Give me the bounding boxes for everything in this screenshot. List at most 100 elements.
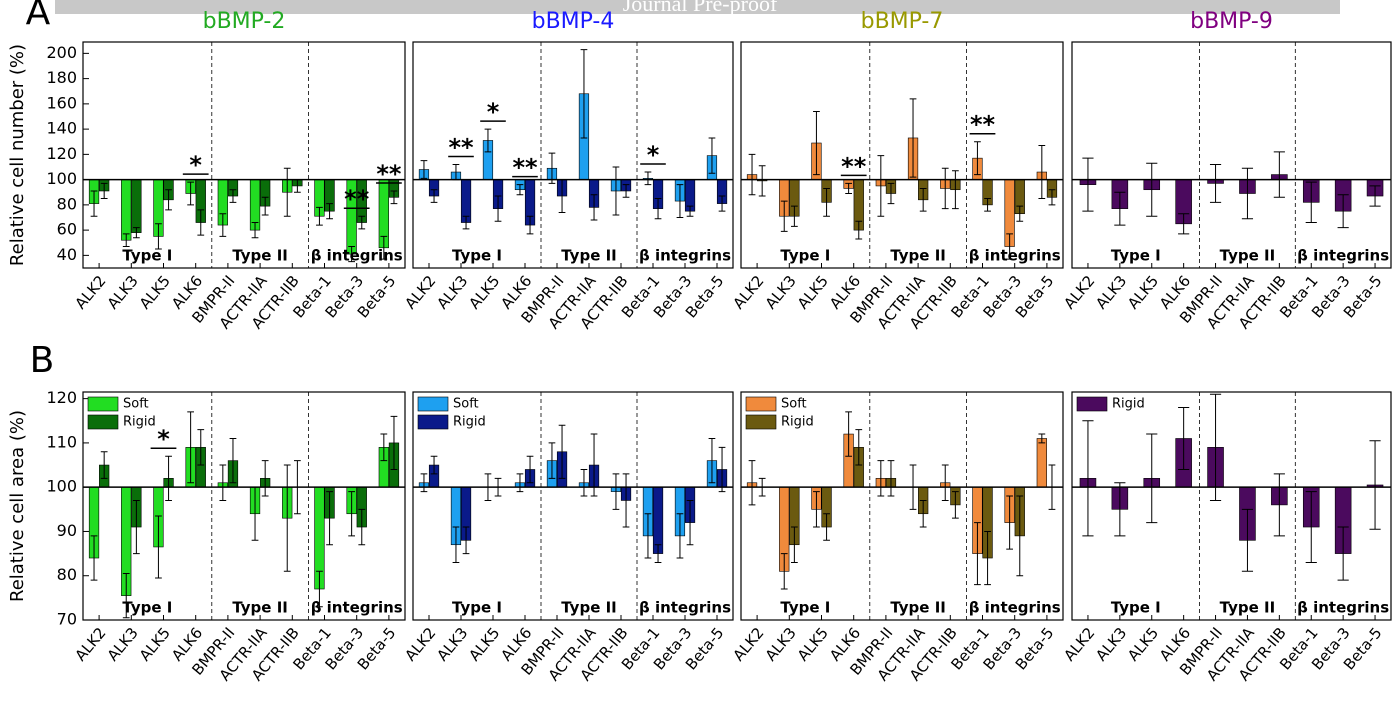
- error-bar: [516, 184, 524, 196]
- x-tick-label: ALK5: [1124, 624, 1162, 665]
- panel-title: bBMP-2: [203, 9, 286, 34]
- group-label: β integrins: [1297, 247, 1389, 265]
- group-label: Type I: [1111, 599, 1161, 617]
- error-bar: [644, 171, 652, 186]
- legend-label: Rigid: [453, 415, 486, 430]
- error-bar: [612, 473, 620, 510]
- error-bar: [974, 522, 981, 586]
- error-bar: [358, 508, 366, 546]
- error-bar: [877, 155, 885, 217]
- error-bar: [887, 182, 895, 205]
- error-bar: [1273, 473, 1285, 537]
- error-bar: [984, 198, 991, 212]
- bar: [1036, 438, 1047, 488]
- error-bar: [358, 215, 366, 230]
- y-tick-label: 90: [57, 521, 77, 540]
- group-label: β integrins: [311, 599, 403, 617]
- error-bar: [1006, 495, 1014, 550]
- significance-mark: *: [487, 98, 500, 126]
- error-bar: [823, 513, 830, 541]
- error-bar: [1016, 205, 1024, 222]
- significance-mark: **: [344, 185, 370, 213]
- y-tick-label: 80: [57, 565, 77, 584]
- bar: [131, 179, 142, 233]
- error-bar: [548, 442, 556, 479]
- y-tick-label: 80: [57, 194, 77, 213]
- error-bar: [132, 499, 140, 555]
- error-bar: [845, 411, 853, 457]
- error-bar: [187, 411, 195, 484]
- error-bar: [283, 167, 291, 217]
- y-tick-label: 140: [46, 119, 77, 138]
- error-bar: [526, 455, 534, 484]
- error-bar: [941, 167, 949, 210]
- y-tick-label: 100: [46, 169, 77, 188]
- error-bar: [919, 187, 927, 212]
- error-bar: [708, 137, 716, 174]
- error-bar: [1273, 151, 1285, 198]
- error-bar: [1114, 191, 1126, 226]
- panel-label: B: [30, 340, 55, 381]
- x-tick-label: ALK2: [401, 624, 439, 665]
- error-bar: [580, 468, 588, 497]
- x-tick-label: ALK2: [729, 624, 767, 665]
- error-bar: [718, 195, 726, 212]
- error-bar: [984, 530, 991, 586]
- error-bar: [1305, 181, 1317, 224]
- group-label: Type II: [890, 247, 946, 265]
- error-bar: [1146, 433, 1158, 524]
- error-bar: [748, 153, 756, 196]
- panel-title: bBMP-7: [861, 9, 944, 34]
- legend-swatch: [87, 414, 119, 430]
- error-bar: [1209, 163, 1222, 203]
- error-bar: [380, 433, 388, 462]
- plot-frame: [82, 391, 406, 621]
- x-tick-label: ALK3: [104, 272, 142, 313]
- panel-title: bBMP-9: [1190, 9, 1273, 34]
- error-bar: [676, 184, 684, 218]
- bar: [121, 179, 132, 241]
- error-bar: [420, 473, 428, 493]
- group-label: Type I: [1111, 247, 1161, 265]
- x-tick-label: ALK3: [104, 624, 142, 665]
- legend-label: Rigid: [1112, 397, 1145, 412]
- error-bar: [748, 460, 756, 506]
- error-bar: [887, 460, 895, 497]
- y-tick-label: 40: [57, 245, 77, 264]
- error-bar: [813, 491, 820, 528]
- error-bar: [348, 491, 356, 537]
- error-bar: [877, 460, 885, 497]
- error-bar: [155, 515, 162, 579]
- significance-mark: **: [448, 133, 474, 161]
- x-tick-label: ALK5: [794, 272, 832, 313]
- error-bar: [1038, 433, 1046, 444]
- error-bar: [261, 196, 269, 216]
- error-bar: [622, 184, 630, 198]
- error-bar: [326, 491, 333, 546]
- watermark: Journal Pre-proof: [623, 0, 778, 16]
- error-bar: [622, 473, 630, 528]
- plot-frame: [740, 41, 1064, 269]
- legend-label: Rigid: [123, 415, 156, 430]
- significance-mark: **: [970, 111, 996, 139]
- legend-swatch: [87, 396, 119, 412]
- error-bar: [1082, 420, 1094, 537]
- error-bar: [974, 141, 981, 176]
- group-label: Type I: [780, 247, 830, 265]
- error-bar: [909, 98, 917, 178]
- error-bar: [122, 573, 130, 619]
- error-bar: [590, 433, 598, 497]
- group-label: Type II: [890, 599, 946, 617]
- error-bar: [1337, 194, 1349, 229]
- error-bar: [494, 195, 502, 222]
- group-label: β integrins: [1297, 599, 1389, 617]
- error-bar: [686, 499, 694, 546]
- group-label: β integrins: [969, 599, 1061, 617]
- x-tick-label: ALK2: [71, 624, 109, 665]
- x-tick-label: ALK3: [433, 624, 471, 665]
- plot-frame: [412, 41, 734, 269]
- y-axis-label: Relative cell area (%): [7, 410, 28, 602]
- x-tick-label: ALK3: [762, 624, 800, 665]
- plot-frame: [1071, 391, 1392, 621]
